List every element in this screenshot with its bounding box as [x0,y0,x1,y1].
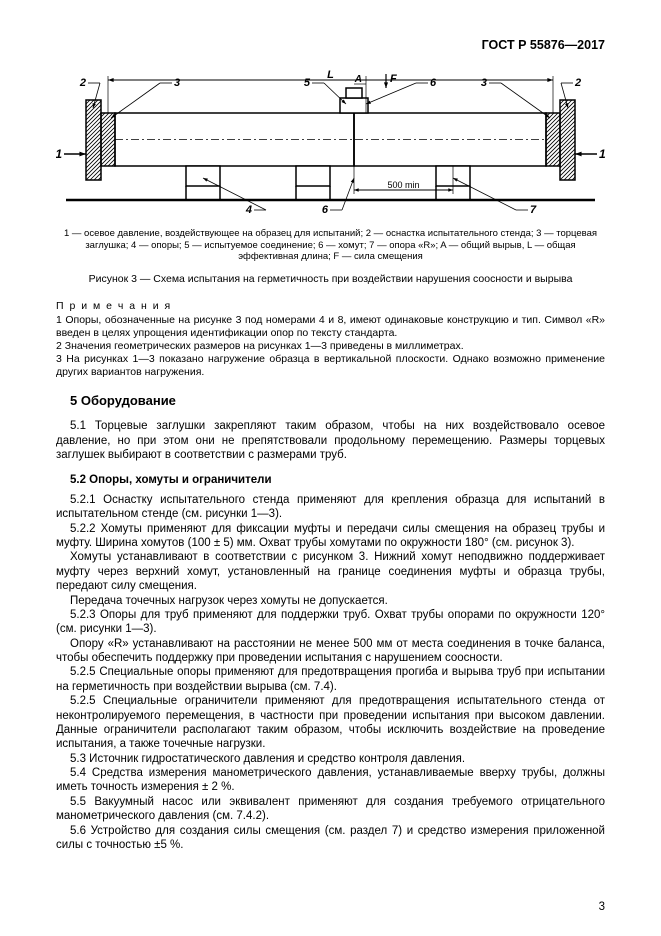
figure-legend: 1 — осевое давление, воздействующее на о… [56,228,605,264]
document-id: ГОСТ Р 55876—2017 [56,38,605,54]
svg-text:3: 3 [481,77,487,89]
svg-text:F: F [390,73,397,85]
note-item: 3 На рисунках 1—3 показано нагружение об… [56,353,605,379]
svg-text:7: 7 [530,204,537,216]
para-5-2-2b: Хомуты устанавливают в соответствии с ри… [56,550,605,593]
para-5-4: 5.4 Средства измерения манометрического … [56,766,605,795]
svg-text:L: L [327,69,334,81]
svg-text:A: A [354,74,362,85]
svg-text:1: 1 [56,147,62,161]
svg-text:500 min: 500 min [387,180,419,190]
para-5-2-1: 5.2.1 Оснастку испытательного стенда при… [56,493,605,522]
svg-text:6: 6 [430,77,437,89]
svg-text:4: 4 [245,204,252,216]
para-5-2-2a: 5.2.2 Хомуты применяют для фиксации муфт… [56,522,605,551]
para-5-2-3a: 5.2.3 Опоры для труб применяют для подде… [56,608,605,637]
svg-text:1: 1 [599,147,605,161]
para-5-2-2c: Передача точечных нагрузок через хомуты … [56,594,605,608]
note-item: 2 Значения геометрических размеров на ри… [56,340,605,353]
figure-caption: Рисунок 3 — Схема испытания на герметичн… [56,273,605,286]
subsection-5-2-title: 5.2 Опоры, хомуты и ограничители [70,473,605,487]
para-5-5: 5.5 Вакуумный насос или эквивалент приме… [56,795,605,824]
svg-text:3: 3 [174,77,180,89]
svg-text:2: 2 [574,77,581,89]
svg-text:2: 2 [79,77,86,89]
section-5-title: 5 Оборудование [70,393,605,409]
svg-text:6: 6 [322,204,329,216]
para-5-2-3b: Опору «R» устанавливают на расстоянии не… [56,637,605,666]
para-5-2-5a: 5.2.5 Специальные опоры применяют для пр… [56,665,605,694]
para-5-1: 5.1 Торцевые заглушки закрепляют таким о… [56,419,605,462]
para-5-2-5b: 5.2.5 Специальные ограничители применяют… [56,694,605,752]
svg-text:5: 5 [304,77,311,89]
notes-block: П р и м е ч а н и я 1 Опоры, обозначенны… [56,300,605,379]
para-5-6: 5.6 Устройство для создания силы смещени… [56,824,605,853]
note-item: 1 Опоры, обозначенные на рисунке 3 под н… [56,314,605,340]
notes-heading: П р и м е ч а н и я [56,300,605,313]
page-number: 3 [599,900,605,914]
figure-3-diagram: L A F 500 min 1 1 2 2 3 3 5 6 4 6 7 [56,68,605,218]
para-5-3: 5.3 Источник гидростатического давления … [56,752,605,766]
